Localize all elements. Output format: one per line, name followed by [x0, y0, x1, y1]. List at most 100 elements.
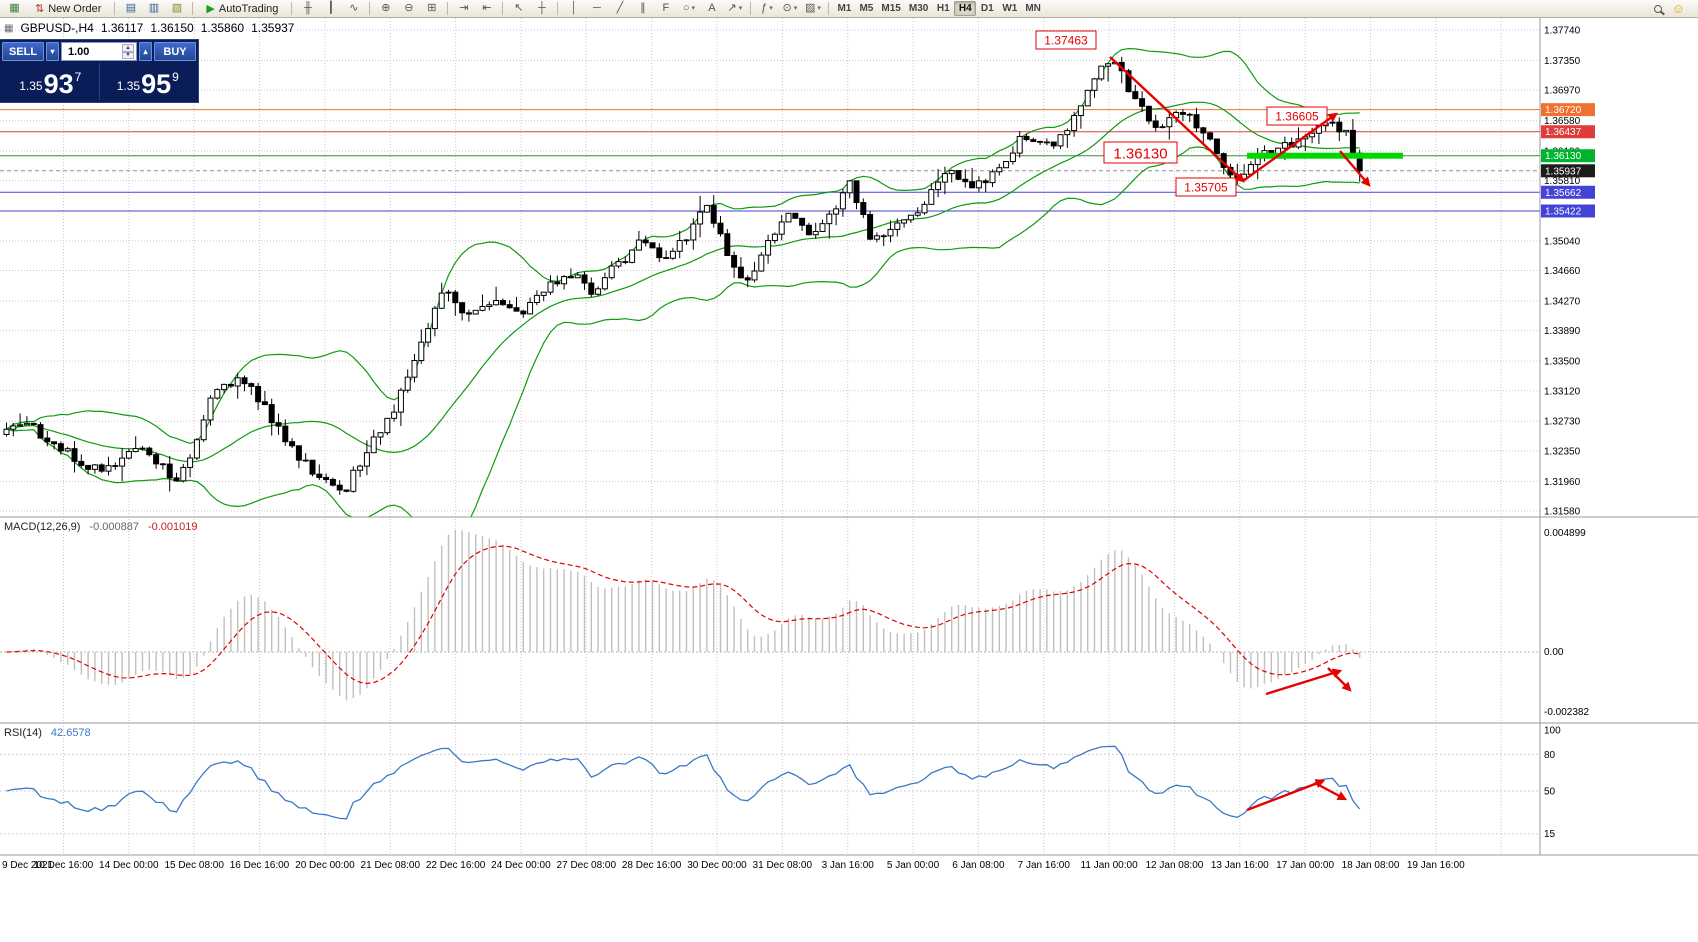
rsi-axis-label: 100: [1544, 726, 1561, 737]
chevron-down-icon: ▾: [769, 5, 773, 12]
svg-text:1.35422: 1.35422: [1545, 206, 1582, 217]
periods-button[interactable]: ⊙ ▾: [778, 1, 801, 17]
timeframe-m30-button[interactable]: M30: [908, 3, 929, 14]
main-trend-arrows[interactable]: [1109, 56, 1371, 187]
price-axis-label: 1.33890: [1544, 326, 1581, 337]
shapes-tool-button[interactable]: ○ ▾: [677, 1, 700, 17]
buy-options-caret[interactable]: ▴: [139, 42, 152, 61]
data-window-button[interactable]: ▥: [142, 1, 165, 17]
text-tool-button[interactable]: A: [700, 1, 723, 17]
search-icon[interactable]: [1653, 4, 1662, 13]
trend-arrow[interactable]: [1339, 150, 1371, 187]
zoom-out-button[interactable]: ⊖: [397, 1, 420, 17]
price-axis-label: 1.33120: [1544, 386, 1581, 397]
timeframe-mn-button[interactable]: MN: [1025, 3, 1041, 14]
price-axis-label: 1.33500: [1544, 357, 1581, 368]
trend-arrow[interactable]: [1246, 779, 1326, 812]
time-label: 30 Dec 00:00: [687, 860, 747, 871]
svg-text:1.36437: 1.36437: [1545, 127, 1582, 138]
support-zone-line[interactable]: [1247, 152, 1403, 159]
cursor-button[interactable]: ↖: [507, 1, 530, 17]
crosshair-button[interactable]: ┼: [530, 1, 553, 17]
line-chart-mode-button[interactable]: ∿: [342, 1, 365, 17]
timeframe-h4-button[interactable]: H4: [954, 1, 977, 16]
price-axis-label: 1.31580: [1544, 507, 1581, 518]
templates-button[interactable]: ▨ ▾: [801, 1, 824, 17]
price-axis-label: 1.34660: [1544, 266, 1581, 277]
price-axis-label: 1.37740: [1544, 26, 1581, 37]
trendline-tool-icon: ╱: [616, 2, 624, 14]
timeframe-d1-button[interactable]: D1: [980, 3, 994, 14]
timeframe-m15-button[interactable]: M15: [881, 3, 901, 14]
chart-window: 1.377401.373501.369701.365801.361901.358…: [0, 18, 1698, 942]
fibonacci-tool-button[interactable]: F: [654, 1, 677, 17]
candlestick-mode-button[interactable]: ┃: [319, 1, 342, 17]
tile-windows-button[interactable]: ⊞: [420, 1, 443, 17]
trend-arrow[interactable]: [1242, 112, 1338, 182]
volume-up-icon[interactable]: ▴: [122, 44, 134, 52]
time-label: 12 Jan 08:00: [1145, 860, 1203, 871]
macd-trend-arrows[interactable]: [1265, 667, 1352, 696]
auto-scroll-button[interactable]: ⇥: [452, 1, 475, 17]
timeframe-m1-button[interactable]: M1: [837, 3, 852, 14]
trend-arrow[interactable]: [1109, 56, 1245, 183]
trendline-tool-button[interactable]: ╱: [608, 1, 631, 17]
annotation-box[interactable]: [1266, 106, 1328, 126]
annotation-box[interactable]: [1035, 30, 1097, 50]
time-label: 6 Jan 08:00: [952, 860, 1005, 871]
chart-shift-button[interactable]: ⇤: [475, 1, 498, 17]
timeframe-h1-button[interactable]: H1: [936, 3, 950, 14]
bid-pip-digit: 7: [74, 70, 82, 84]
vertical-line-tool-button[interactable]: │: [562, 1, 585, 17]
volume-down-icon[interactable]: ▾: [122, 51, 134, 59]
chart-canvas[interactable]: 1.377401.373501.369701.365801.361901.358…: [0, 18, 1698, 942]
data-window-icon: ▥: [148, 2, 160, 14]
timeframe-w1-button[interactable]: W1: [1002, 3, 1018, 14]
price-axis-label: 1.32730: [1544, 417, 1581, 428]
price-tag: [1541, 103, 1595, 117]
ask-price-display[interactable]: 1.35 95 9: [100, 63, 197, 100]
annotation-box[interactable]: [1103, 141, 1178, 164]
community-icon[interactable]: ☺: [1671, 1, 1685, 16]
market-watch-button[interactable]: ▤: [119, 1, 142, 17]
ohlc-open: 1.36117: [100, 21, 144, 35]
horizontal-line-tool-button[interactable]: ─: [585, 1, 608, 17]
bollinger-upper: [6, 47, 1360, 445]
zoom-out-icon: ⊖: [404, 2, 414, 14]
trend-arrow[interactable]: [1327, 667, 1352, 692]
chart-shift-icon: ⇤: [482, 2, 492, 14]
bid-price-display[interactable]: 1.35 93 7: [2, 63, 99, 100]
price-tag: [1541, 149, 1595, 163]
annotation-box[interactable]: [1175, 177, 1237, 197]
new-order-button[interactable]: ⇅ New Order: [26, 1, 110, 17]
bid-big-digits: 93: [43, 69, 74, 100]
sell-options-caret[interactable]: ▾: [46, 42, 59, 61]
trend-arrow[interactable]: [1314, 781, 1348, 801]
volume-spinner[interactable]: ▴ ▾: [122, 44, 134, 59]
rsi-name: RSI(14): [4, 727, 42, 739]
time-label: 15 Dec 08:00: [164, 860, 224, 871]
new-chart-button[interactable]: ▦: [3, 1, 26, 17]
timeframe-m5-button[interactable]: M5: [859, 3, 874, 14]
trend-arrow[interactable]: [1265, 668, 1343, 696]
indicators-button[interactable]: ƒ ▾: [755, 1, 778, 17]
arrows-tool-button[interactable]: ↗ ▾: [723, 1, 746, 17]
bar-chart-mode-button[interactable]: ╫: [296, 1, 319, 17]
macd-axis-label: -0.002382: [1544, 707, 1589, 718]
time-label: 27 Dec 08:00: [557, 860, 617, 871]
chart-ohlc-readout: 1.36117 1.36150 1.35860 1.35937: [101, 21, 295, 35]
autotrading-button[interactable]: ▶ AutoTrading: [197, 1, 287, 17]
navigator-button[interactable]: ▧: [165, 1, 188, 17]
price-annotations[interactable]: 1.37463 1.36605 1.36130 1.35705: [1035, 30, 1328, 197]
chevron-down-icon: ▾: [738, 5, 743, 12]
volume-input[interactable]: 1.00 ▴ ▾: [61, 42, 137, 61]
cursor-icon: ↖: [514, 2, 524, 14]
zoom-in-button[interactable]: ⊕: [374, 1, 397, 17]
sell-button[interactable]: SELL: [2, 42, 44, 61]
buy-button[interactable]: BUY: [154, 42, 196, 61]
rsi-trend-arrows[interactable]: [1246, 779, 1348, 812]
new-chart-icon: ▦: [9, 2, 20, 14]
horizontal-level-lines[interactable]: [0, 109, 1540, 212]
channel-tool-button[interactable]: ∥: [631, 1, 654, 17]
